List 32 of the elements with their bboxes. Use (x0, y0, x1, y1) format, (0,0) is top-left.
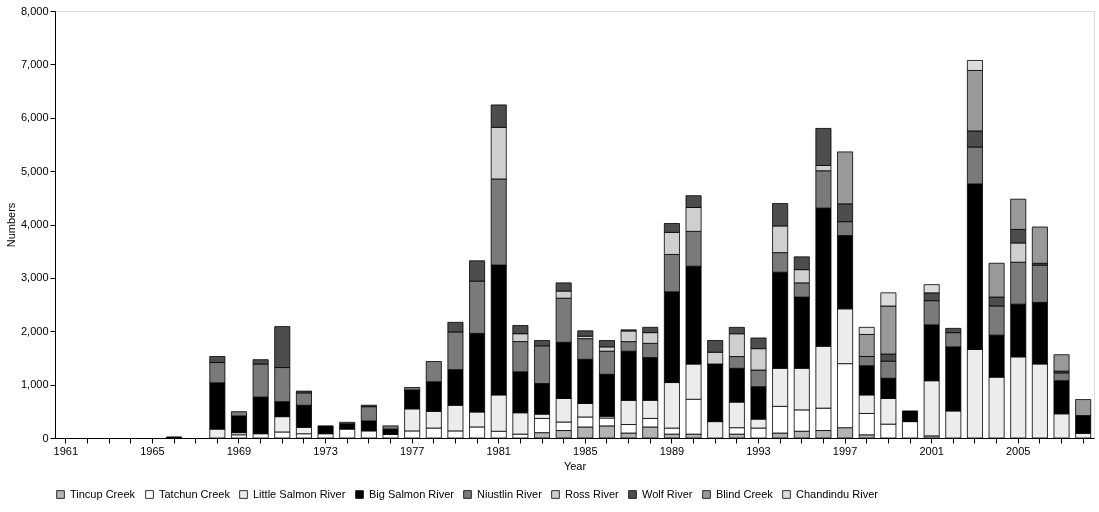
x-axis-title: Year (563, 459, 587, 472)
y-tick-label: 6,000 (20, 111, 49, 124)
legend-label: Big Salmon River (369, 487, 455, 500)
x-tick-label: 2005 (1006, 444, 1031, 457)
x-tick-label: 2001 (919, 444, 944, 457)
legend-label: Niustlin River (477, 487, 543, 500)
y-axis-title: Numbers (4, 202, 17, 248)
legend-label: Ross River (565, 487, 620, 500)
legend-label: Wolf River (642, 487, 693, 500)
legend-label: Blind Creek (716, 487, 774, 500)
legend-label: Tincup Creek (70, 487, 136, 500)
x-tick-label: 1981 (486, 444, 511, 457)
legend-label: Chandindu River (796, 487, 879, 500)
x-tick-label: 1985 (573, 444, 598, 457)
x-tick-label: 1989 (659, 444, 685, 457)
x-tick-label: 1973 (313, 444, 338, 457)
x-tick-label: 1993 (746, 444, 771, 457)
x-tick-label: 1961 (53, 444, 79, 457)
y-tick-label: 3,000 (20, 271, 49, 284)
y-tick-label: 0 (42, 431, 49, 444)
y-tick-label: 5,000 (20, 164, 49, 177)
y-tick-label: 4,000 (20, 218, 49, 230)
legend-label: Little Salmon River (253, 487, 346, 500)
y-tick-label: 8,000 (20, 4, 49, 17)
y-tick-label: 2,000 (20, 324, 49, 337)
legend-label: Tatchun Creek (159, 487, 231, 500)
x-tick-label: 1965 (140, 444, 165, 457)
x-tick-label: 1977 (399, 444, 425, 457)
y-tick-label: 7,000 (20, 57, 49, 70)
y-tick-label: 1,000 (20, 378, 49, 391)
x-tick-label: 1969 (226, 444, 252, 457)
x-tick-label: 1997 (832, 444, 858, 457)
